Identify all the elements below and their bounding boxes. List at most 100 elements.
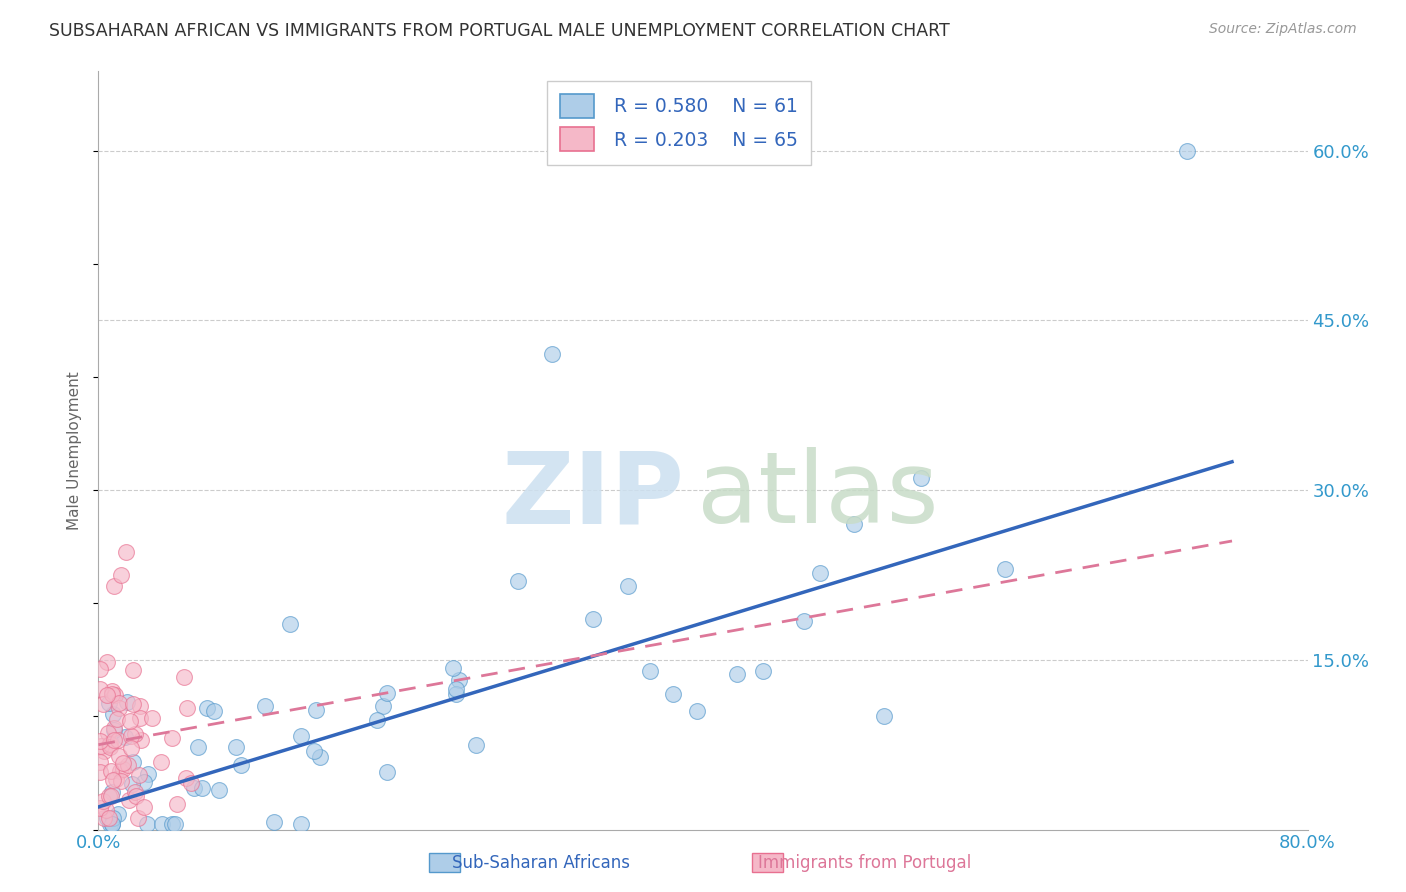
Text: SUBSAHARAN AFRICAN VS IMMIGRANTS FROM PORTUGAL MALE UNEMPLOYMENT CORRELATION CHA: SUBSAHARAN AFRICAN VS IMMIGRANTS FROM PO… (49, 22, 950, 40)
Point (132, 774, 155, 789)
Point (96, 688, 118, 702)
Point (124, 727, 146, 741)
Point (94, 803, 117, 817)
Point (89, 681, 111, 696)
Point (121, 697, 143, 711)
Point (107, 701, 129, 715)
Point (111, 763, 134, 777)
Point (91, 697, 114, 711)
Point (202, 704, 225, 718)
Point (114, 730, 136, 744)
Point (98, 739, 121, 754)
Point (540, 347, 562, 361)
Text: Sub-Saharan Africans: Sub-Saharan Africans (453, 855, 630, 872)
Point (103, 733, 125, 747)
Point (844, 516, 866, 531)
Point (101, 772, 124, 787)
Point (110, 773, 132, 788)
Point (93, 811, 115, 825)
Legend:   R = 0.580    N = 61,   R = 0.203    N = 65: R = 0.580 N = 61, R = 0.203 N = 65 (547, 81, 810, 164)
Point (582, 612, 605, 626)
Point (166, 797, 188, 811)
Point (263, 814, 285, 829)
Point (132, 800, 155, 814)
Point (89, 801, 111, 815)
Point (110, 764, 132, 778)
FancyBboxPatch shape (429, 853, 460, 872)
Point (93, 794, 115, 808)
Point (366, 713, 388, 727)
Point (129, 733, 152, 747)
Point (98, 817, 121, 831)
Point (100, 785, 122, 799)
Point (89, 733, 111, 747)
Point (375, 764, 398, 779)
Point (371, 698, 394, 713)
Y-axis label: Male Unemployment: Male Unemployment (67, 371, 83, 530)
Point (253, 698, 276, 713)
Text: Immigrants from Portugal: Immigrants from Portugal (758, 855, 972, 872)
Point (208, 782, 231, 797)
Point (104, 689, 127, 703)
Point (96, 811, 118, 825)
Point (444, 687, 467, 701)
Point (446, 682, 468, 697)
Point (110, 568, 132, 582)
Point (103, 579, 125, 593)
Point (107, 806, 129, 821)
Point (135, 817, 157, 831)
Point (808, 566, 831, 580)
Point (124, 784, 146, 798)
Point (441, 661, 464, 675)
Point (101, 817, 124, 831)
Point (465, 739, 488, 753)
Point (122, 755, 145, 769)
Point (104, 772, 127, 786)
Point (105, 712, 128, 726)
Point (309, 750, 332, 764)
Point (187, 739, 209, 754)
Point (107, 732, 129, 747)
Point (176, 701, 198, 715)
Point (97, 696, 120, 710)
Point (638, 664, 661, 678)
Point (100, 737, 122, 751)
Point (115, 695, 138, 709)
Point (127, 811, 149, 825)
Point (121, 663, 143, 677)
Point (114, 545, 136, 559)
Point (910, 471, 932, 485)
Point (98, 738, 121, 752)
Point (117, 758, 139, 772)
Point (89, 765, 111, 780)
Point (101, 817, 124, 831)
Point (121, 777, 143, 791)
Point (129, 710, 152, 724)
Point (97, 726, 120, 740)
Point (617, 579, 640, 593)
Point (141, 711, 163, 725)
Point (152, 817, 174, 831)
Point (195, 701, 218, 715)
Point (128, 768, 150, 782)
Point (793, 614, 815, 628)
Point (173, 670, 195, 684)
Point (101, 684, 124, 698)
Point (118, 792, 141, 806)
Point (120, 740, 142, 755)
Point (108, 749, 131, 764)
Point (100, 764, 122, 779)
Point (290, 729, 312, 743)
Point (100, 789, 122, 803)
Text: Source: ZipAtlas.com: Source: ZipAtlas.com (1209, 22, 1357, 37)
Point (449, 673, 471, 687)
Point (125, 789, 148, 803)
Point (225, 739, 247, 754)
Point (120, 714, 142, 729)
FancyBboxPatch shape (752, 853, 783, 872)
Point (101, 707, 124, 722)
Point (96, 655, 118, 669)
Point (103, 723, 125, 737)
Point (160, 731, 183, 745)
Point (89, 739, 111, 753)
